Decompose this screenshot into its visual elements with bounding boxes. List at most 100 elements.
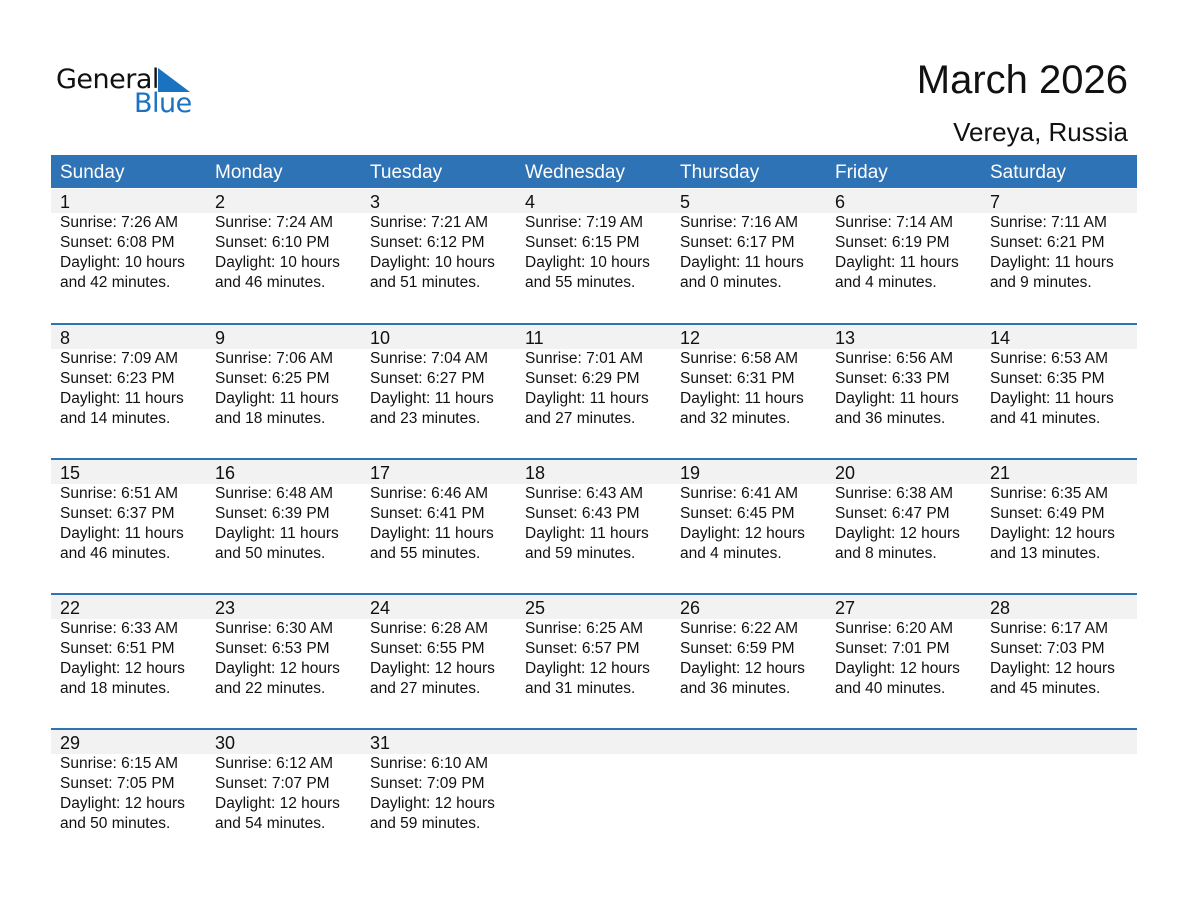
week-row: 15 Sunrise: 6:51 AM Sunset: 6:37 PM Dayligh…	[51, 458, 1137, 595]
day-cell: 2 Sunrise: 7:24 AM Sunset: 6:10 PM Daylight…	[206, 189, 361, 319]
day-number: 11	[525, 328, 544, 348]
daylight-minutes-text: and 55 minutes.	[525, 274, 636, 291]
sunrise-text: Sunrise: 7:06 AM	[215, 350, 334, 367]
daylight-text: Daylight: 12 hours	[990, 660, 1115, 677]
sunrise-text: Sunrise: 6:38 AM	[835, 485, 954, 502]
day-cell: 7 Sunrise: 7:11 AM Sunset: 6:21 PM Daylight…	[981, 189, 1136, 319]
day-number: 10	[370, 328, 391, 348]
weekday-thursday: Thursday	[680, 162, 760, 183]
sunrise-text: Sunrise: 7:19 AM	[525, 214, 644, 231]
day-number: 28	[990, 598, 1011, 618]
daylight-text: Daylight: 10 hours	[215, 254, 340, 271]
sunrise-text: Sunrise: 6:22 AM	[680, 620, 799, 637]
daylight-text: Daylight: 12 hours	[60, 795, 185, 812]
day-number: 23	[215, 598, 236, 618]
sunrise-text: Sunrise: 7:16 AM	[680, 214, 799, 231]
day-cell: 20 Sunrise: 6:38 AM Sunset: 6:47 PM Dayligh…	[826, 460, 981, 590]
sunrise-text: Sunrise: 7:26 AM	[60, 214, 179, 231]
daylight-text: Daylight: 11 hours	[990, 254, 1114, 271]
day-number: 6	[835, 192, 846, 212]
sunset-text: Sunset: 6:08 PM	[60, 234, 175, 251]
sunset-text: Sunset: 6:47 PM	[835, 505, 950, 522]
daylight-minutes-text: and 51 minutes.	[370, 274, 481, 291]
location: Vereya, Russia	[953, 117, 1128, 147]
weekday-wednesday: Wednesday	[525, 162, 625, 183]
day-cell: 8 Sunrise: 7:09 AM Sunset: 6:23 PM Daylight…	[51, 325, 206, 455]
daylight-minutes-text: and 27 minutes.	[525, 410, 636, 427]
day-number: 26	[680, 598, 701, 618]
day-number: 4	[525, 192, 536, 212]
daylight-text: Daylight: 11 hours	[525, 525, 649, 542]
weekday-saturday: Saturday	[990, 162, 1067, 183]
day-cell: 9 Sunrise: 7:06 AM Sunset: 6:25 PM Daylight…	[206, 325, 361, 455]
day-number: 21	[990, 463, 1011, 483]
day-cell: 14 Sunrise: 6:53 AM Sunset: 6:35 PM Dayligh…	[981, 325, 1136, 455]
daylight-minutes-text: and 59 minutes.	[370, 815, 481, 832]
day-cell: 31 Sunrise: 6:10 AM Sunset: 7:09 PM Dayligh…	[361, 730, 516, 860]
day-number: 31	[370, 733, 391, 753]
sunrise-text: Sunrise: 6:17 AM	[990, 620, 1109, 637]
daylight-text: Daylight: 11 hours	[60, 390, 184, 407]
daylight-text: Daylight: 12 hours	[60, 660, 185, 677]
day-cell: 22 Sunrise: 6:33 AM Sunset: 6:51 PM Dayligh…	[51, 595, 206, 725]
sunrise-text: Sunrise: 6:12 AM	[215, 755, 334, 772]
day-number: 24	[370, 598, 391, 618]
week-row: 8 Sunrise: 7:09 AM Sunset: 6:23 PM Daylight…	[51, 323, 1137, 460]
day-cell: 13 Sunrise: 6:56 AM Sunset: 6:33 PM Dayligh…	[826, 325, 981, 455]
sunrise-text: Sunrise: 6:41 AM	[680, 485, 799, 502]
day-cell: 6 Sunrise: 7:14 AM Sunset: 6:19 PM Daylight…	[826, 189, 981, 319]
sunrise-text: Sunrise: 7:01 AM	[525, 350, 644, 367]
sunset-text: Sunset: 6:39 PM	[215, 505, 330, 522]
sunrise-text: Sunrise: 6:48 AM	[215, 485, 334, 502]
sunset-text: Sunset: 6:49 PM	[990, 505, 1105, 522]
sunset-text: Sunset: 6:57 PM	[525, 640, 640, 657]
day-number-band	[51, 325, 1137, 349]
daylight-minutes-text: and 50 minutes.	[60, 815, 171, 832]
logo-text-blue: Blue	[134, 88, 192, 119]
daylight-text: Daylight: 12 hours	[370, 795, 495, 812]
daylight-text: Daylight: 11 hours	[680, 254, 804, 271]
daylight-text: Daylight: 12 hours	[835, 525, 960, 542]
daylight-minutes-text: and 4 minutes.	[835, 274, 937, 291]
sunset-text: Sunset: 6:25 PM	[215, 370, 330, 387]
daylight-text: Daylight: 11 hours	[835, 390, 959, 407]
daylight-minutes-text: and 18 minutes.	[60, 680, 171, 697]
sunset-text: Sunset: 6:15 PM	[525, 234, 640, 251]
sunset-text: Sunset: 7:07 PM	[215, 775, 330, 792]
sunrise-text: Sunrise: 6:43 AM	[525, 485, 644, 502]
logo-triangle-icon	[158, 68, 190, 92]
daylight-minutes-text: and 27 minutes.	[370, 680, 481, 697]
sunset-text: Sunset: 6:59 PM	[680, 640, 795, 657]
sunrise-text: Sunrise: 6:10 AM	[370, 755, 489, 772]
daylight-minutes-text: and 23 minutes.	[370, 410, 481, 427]
sunset-text: Sunset: 6:45 PM	[680, 505, 795, 522]
daylight-text: Daylight: 10 hours	[60, 254, 185, 271]
daylight-minutes-text: and 22 minutes.	[215, 680, 326, 697]
sunset-text: Sunset: 6:10 PM	[215, 234, 330, 251]
day-cell: 21 Sunrise: 6:35 AM Sunset: 6:49 PM Dayligh…	[981, 460, 1136, 590]
day-number: 20	[835, 463, 856, 483]
day-cell: 30 Sunrise: 6:12 AM Sunset: 7:07 PM Dayligh…	[206, 730, 361, 860]
sunrise-text: Sunrise: 7:24 AM	[215, 214, 334, 231]
daylight-minutes-text: and 36 minutes.	[680, 680, 791, 697]
daylight-minutes-text: and 32 minutes.	[680, 410, 791, 427]
daylight-minutes-text: and 36 minutes.	[835, 410, 946, 427]
day-cell: 4 Sunrise: 7:19 AM Sunset: 6:15 PM Daylight…	[516, 189, 671, 319]
sunset-text: Sunset: 6:51 PM	[60, 640, 175, 657]
daylight-minutes-text: and 54 minutes.	[215, 815, 326, 832]
day-cell: 1 Sunrise: 7:26 AM Sunset: 6:08 PM Daylight…	[51, 189, 206, 319]
daylight-text: Daylight: 10 hours	[525, 254, 650, 271]
daylight-minutes-text: and 9 minutes.	[990, 274, 1092, 291]
daylight-text: Daylight: 12 hours	[370, 660, 495, 677]
sunrise-text: Sunrise: 6:20 AM	[835, 620, 954, 637]
sunset-text: Sunset: 6:31 PM	[680, 370, 795, 387]
day-number: 16	[215, 463, 236, 483]
sunset-text: Sunset: 6:21 PM	[990, 234, 1105, 251]
sunrise-text: Sunrise: 7:21 AM	[370, 214, 489, 231]
day-number: 9	[215, 328, 226, 348]
daylight-minutes-text: and 8 minutes.	[835, 545, 937, 562]
sunset-text: Sunset: 6:41 PM	[370, 505, 485, 522]
sunrise-text: Sunrise: 6:25 AM	[525, 620, 644, 637]
daylight-minutes-text: and 13 minutes.	[990, 545, 1101, 562]
day-cell: 24 Sunrise: 6:28 AM Sunset: 6:55 PM Dayligh…	[361, 595, 516, 725]
